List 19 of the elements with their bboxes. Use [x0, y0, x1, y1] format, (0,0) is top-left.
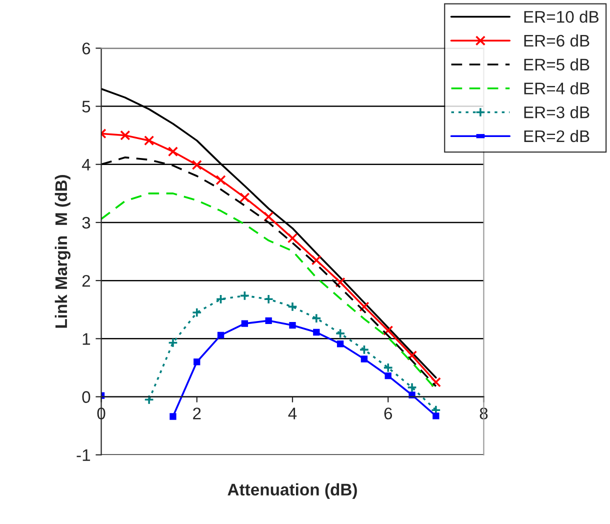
- y-tick-label: 6: [82, 42, 90, 54]
- y-tick-label: 0: [82, 391, 90, 403]
- y-tick-label: -1: [76, 449, 90, 461]
- legend-label: ER=5 dB: [524, 58, 590, 71]
- y-tick-label: 1: [82, 333, 90, 345]
- x-tick-label: 4: [288, 408, 297, 420]
- legend-label: ER=2 dB: [524, 130, 590, 142]
- y-tick-label: 2: [82, 274, 90, 287]
- legend-label: ER=4 dB: [524, 82, 590, 94]
- y-tick-label: 3: [82, 216, 90, 229]
- y-tick-label: 4: [82, 158, 90, 170]
- y-tick-label: 5: [82, 100, 90, 112]
- x-tick-label: 2: [193, 408, 201, 420]
- legend-label: ER=10 dB: [524, 10, 599, 23]
- x-axis-title: Attenuation (dB): [228, 483, 357, 499]
- x-tick-label: 6: [384, 408, 392, 420]
- legend-label: ER=6 dB: [524, 34, 590, 47]
- legend-label: ER=3 dB: [524, 106, 590, 118]
- y-axis-title: Link Margin M (dB): [54, 175, 70, 328]
